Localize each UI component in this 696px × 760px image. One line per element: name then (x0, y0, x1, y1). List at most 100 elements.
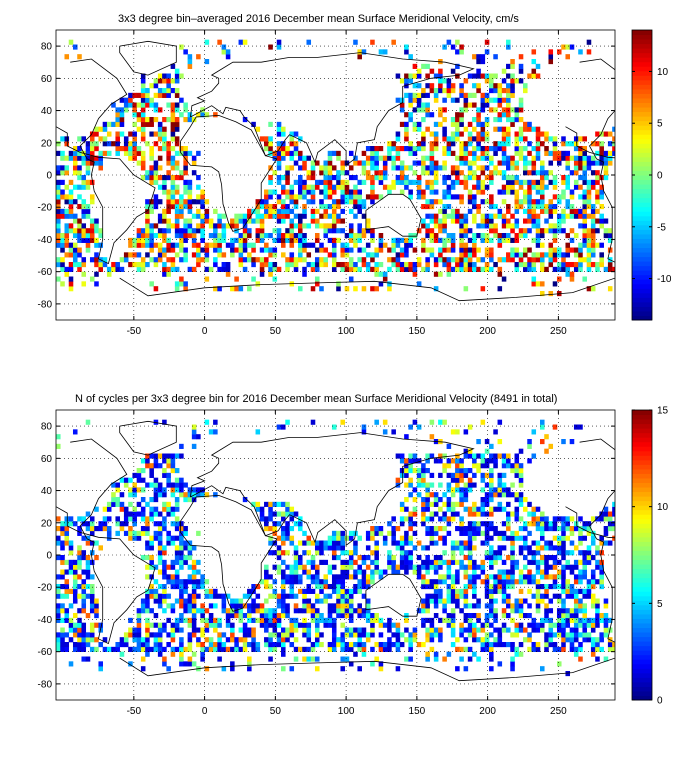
bottom-bin (450, 608, 456, 614)
top-bin (595, 189, 600, 195)
top-bin (179, 208, 184, 214)
top-bin (85, 141, 91, 147)
top-bin (480, 73, 486, 79)
bottom-bin (136, 642, 142, 648)
bottom-bin (89, 516, 95, 522)
bottom-bin (607, 511, 613, 517)
top-bin (132, 112, 137, 118)
top-bin (459, 262, 464, 268)
top-bin (344, 189, 350, 195)
bottom-bin (476, 526, 481, 532)
top-ytick-label: 20 (41, 138, 53, 149)
top-bin (174, 165, 180, 171)
top-bin (408, 242, 413, 248)
top-bin (459, 213, 464, 219)
top-bin (370, 155, 375, 161)
top-bin (162, 136, 167, 142)
bottom-bin (599, 559, 604, 565)
top-ytick-label: 0 (46, 171, 52, 182)
top-bin (251, 257, 256, 263)
bottom-bin (162, 598, 167, 604)
top-bin (306, 184, 312, 190)
top-bin (306, 175, 312, 181)
bottom-bin (77, 584, 82, 590)
bottom-bin (187, 632, 193, 638)
bottom-bin (306, 550, 312, 556)
top-bin (433, 189, 439, 195)
top-bin (72, 247, 78, 253)
bottom-bin (357, 584, 362, 590)
bottom-bin (191, 593, 197, 599)
top-bin (535, 223, 541, 229)
top-bin (348, 266, 354, 272)
top-bin (268, 247, 273, 253)
top-bin (259, 218, 265, 224)
top-grid (56, 30, 615, 320)
bottom-bin (450, 622, 456, 628)
bottom-bin (68, 588, 74, 594)
top-bin (89, 131, 95, 137)
top-bin (514, 179, 520, 185)
top-bin (153, 199, 159, 205)
top-bin (480, 126, 486, 132)
top-bin (183, 179, 188, 185)
bottom-bin (174, 584, 180, 590)
top-bin (85, 146, 91, 152)
bottom-bin (157, 569, 163, 575)
top-bin (472, 218, 477, 224)
bottom-bin (399, 535, 405, 541)
top-bin (514, 223, 520, 229)
top-bin (272, 252, 278, 258)
top-bin (374, 247, 379, 253)
top-bin (404, 262, 409, 268)
top-bin (259, 247, 265, 253)
top-bin (429, 165, 435, 171)
bottom-bin (607, 617, 613, 623)
bottom-bin (179, 521, 184, 527)
top-bin (264, 257, 269, 263)
bottom-bin (331, 622, 337, 628)
bottom-bin (272, 530, 278, 536)
top-bin (183, 281, 188, 287)
bottom-bin (327, 540, 333, 546)
top-bin (510, 83, 515, 89)
bottom-bin (421, 501, 426, 507)
bottom-bin (179, 550, 184, 556)
top-bin (348, 208, 354, 214)
top-bin (115, 117, 120, 123)
top-bin (72, 44, 78, 50)
bottom-bin (527, 588, 532, 594)
top-bin (302, 233, 307, 239)
top-bin (149, 228, 154, 234)
bottom-bin (259, 622, 265, 628)
top-bin (501, 78, 507, 84)
bottom-bin (145, 603, 150, 609)
bottom-bin (484, 593, 490, 599)
bottom-bin (399, 564, 405, 570)
top-bin (378, 170, 384, 176)
top-bin (157, 92, 163, 98)
bottom-bin (467, 613, 473, 619)
bottom-bin (162, 593, 167, 599)
bottom-bin (467, 526, 473, 532)
top-bin (506, 92, 511, 98)
top-bin (336, 184, 341, 190)
bottom-bin (94, 598, 99, 604)
bottom-bin (183, 584, 188, 590)
top-bin (293, 257, 299, 263)
top-bin (459, 199, 464, 205)
top-bin (115, 150, 120, 156)
bottom-bin (60, 521, 65, 527)
bottom-bin (535, 627, 541, 633)
bottom-bin (179, 627, 184, 633)
top-bin (501, 189, 507, 195)
top-bin (480, 179, 486, 185)
top-colorbar-segment (632, 102, 652, 108)
bottom-bin (162, 501, 167, 507)
top-bin (425, 92, 430, 98)
bottom-bin (132, 530, 137, 536)
top-bin (56, 179, 61, 185)
bottom-bin (183, 497, 188, 503)
top-bin (293, 146, 299, 152)
top-bin (272, 266, 278, 272)
